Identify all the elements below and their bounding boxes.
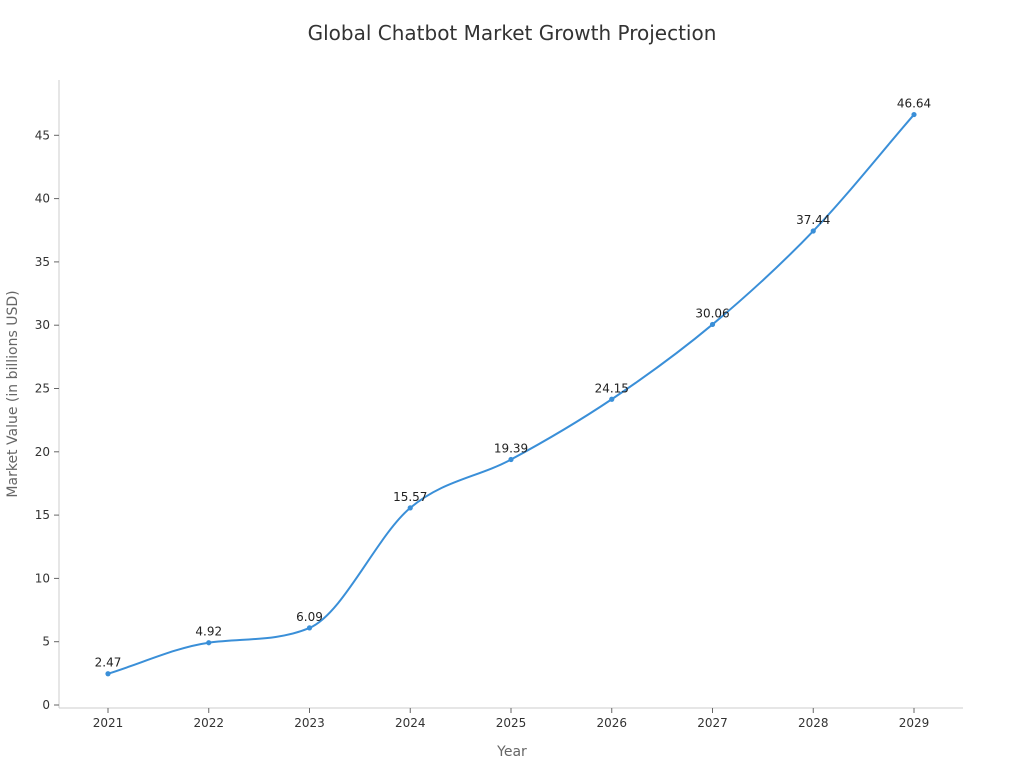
data-point-2023 xyxy=(306,625,313,631)
x-tick-label-2021: 2021 xyxy=(93,716,124,730)
y-tick-label: 40 xyxy=(35,192,50,206)
data-point-2025 xyxy=(508,456,514,463)
data-label-2024: 15.57 xyxy=(393,490,427,504)
y-tick-label: 35 xyxy=(35,255,50,269)
x-tick-label-2022: 2022 xyxy=(193,716,224,730)
y-tick-label: 10 xyxy=(35,571,50,585)
data-point-2027 xyxy=(709,321,716,328)
data-point-2022 xyxy=(206,640,212,646)
y-ticks: 0 5 10 15 20 25 30 35 40 45 xyxy=(35,128,59,712)
x-tick-label-2026: 2026 xyxy=(596,716,627,730)
x-axis-label: Year xyxy=(496,744,527,760)
data-point-2028 xyxy=(810,228,816,234)
data-labels: 2.47 4.92 6.09 15.57 19.39 24.15 30.06 37.44 46.… xyxy=(95,97,932,670)
x-tick-label-2027: 2027 xyxy=(697,716,728,730)
x-tick-label-2025: 2025 xyxy=(496,716,527,730)
x-tick-label-2024: 2024 xyxy=(395,716,426,730)
y-tick-label: 15 xyxy=(35,508,50,522)
chart-title: Global Chatbot Market Growth Projection xyxy=(308,21,717,45)
x-tick-label-2023: 2023 xyxy=(294,716,325,730)
data-label-2025: 19.39 xyxy=(494,442,528,456)
data-label-2027: 30.06 xyxy=(695,306,729,320)
y-tick-label: 5 xyxy=(42,635,50,649)
data-label-2029: 46.64 xyxy=(897,97,931,111)
data-label-2021: 2.47 xyxy=(95,656,122,670)
x-tick-label-2028: 2028 xyxy=(798,716,829,730)
data-label-2028: 37.44 xyxy=(796,213,830,227)
series-line-market-value xyxy=(107,113,915,675)
data-label-2023: 6.09 xyxy=(296,610,323,624)
y-tick-label: 20 xyxy=(35,445,50,459)
data-point-2024 xyxy=(407,505,413,511)
data-points xyxy=(105,111,917,677)
x-ticks: 2021 2022 2023 2024 2025 2026 2027 2028 2029 xyxy=(93,708,930,730)
series-layer: 2.47 4.92 6.09 15.57 19.39 24.15 30.06 37.44 46.… xyxy=(95,97,932,677)
data-point-2021 xyxy=(105,671,111,677)
y-tick-label: 0 xyxy=(42,698,50,712)
x-tick-label-2029: 2029 xyxy=(899,716,930,730)
data-label-2022: 4.92 xyxy=(195,625,222,639)
axes xyxy=(58,80,963,709)
y-tick-label: 45 xyxy=(35,128,50,142)
y-tick-label: 25 xyxy=(35,382,50,396)
data-point-2029 xyxy=(911,111,917,118)
data-label-2026: 24.15 xyxy=(595,381,629,395)
data-point-2026 xyxy=(609,396,615,402)
y-tick-label: 30 xyxy=(35,318,50,332)
y-axis-label: Market Value (in billions USD) xyxy=(5,290,21,497)
